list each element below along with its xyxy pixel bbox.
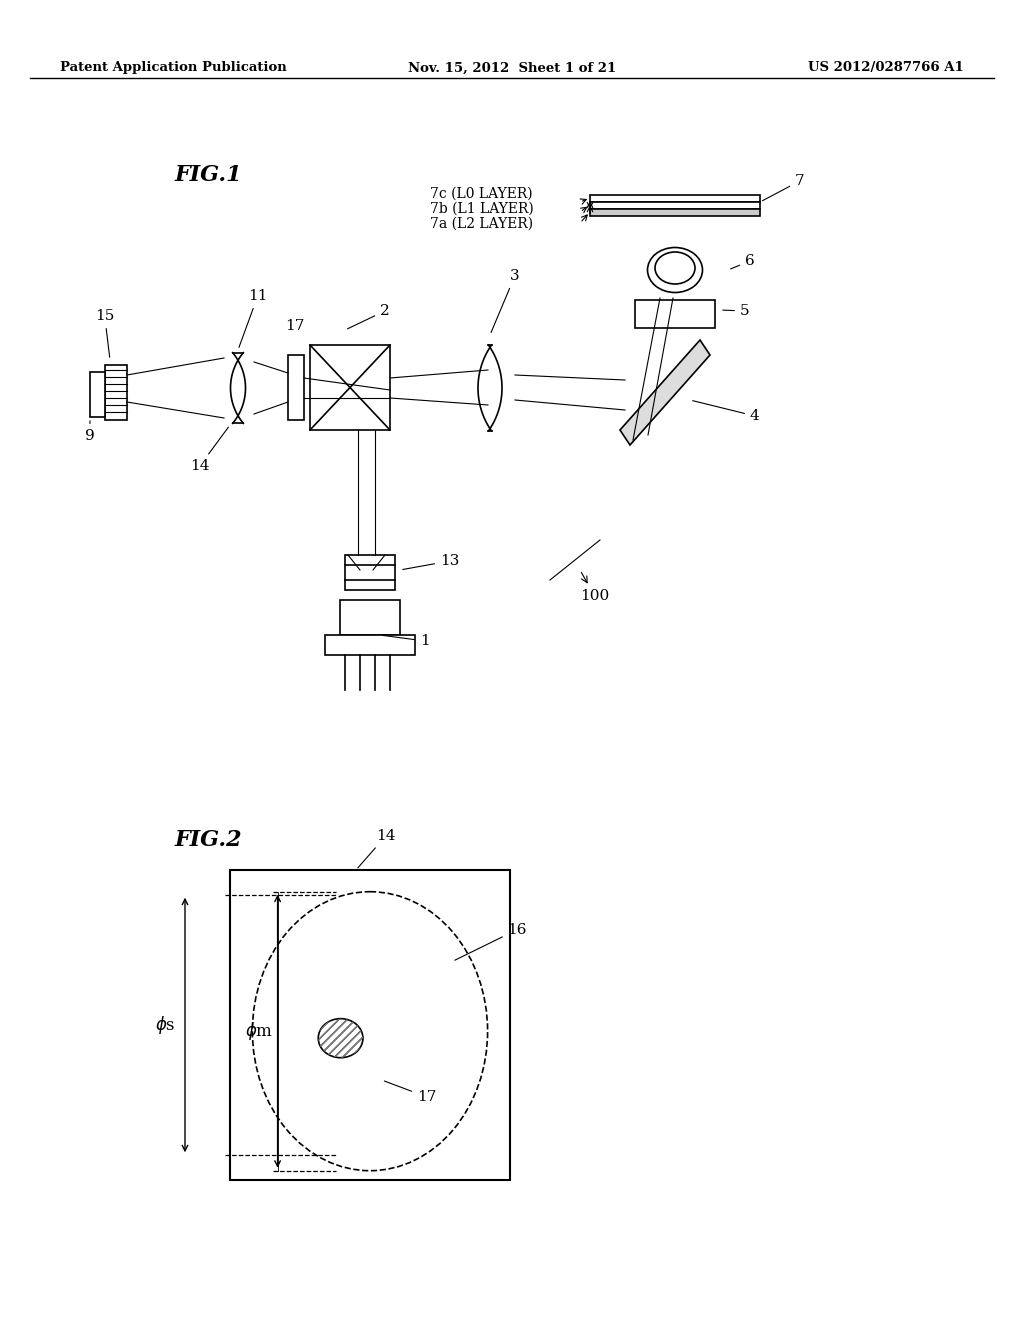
Text: 11: 11 bbox=[239, 289, 267, 347]
Text: 7a (L2 LAYER): 7a (L2 LAYER) bbox=[430, 216, 534, 231]
Text: 13: 13 bbox=[402, 554, 460, 569]
Text: 100: 100 bbox=[580, 573, 609, 603]
Text: 7b (L1 LAYER): 7b (L1 LAYER) bbox=[430, 202, 534, 216]
Bar bbox=[340, 601, 400, 635]
Text: 7: 7 bbox=[763, 174, 805, 201]
Ellipse shape bbox=[647, 248, 702, 293]
Text: 2: 2 bbox=[347, 304, 390, 329]
Text: 16: 16 bbox=[455, 923, 527, 960]
Bar bbox=[230, 870, 510, 1180]
Bar bbox=[105, 366, 127, 420]
Text: 14: 14 bbox=[190, 428, 228, 473]
Text: 4: 4 bbox=[692, 401, 760, 422]
Bar bbox=[90, 372, 105, 417]
Text: $\phi$s: $\phi$s bbox=[155, 1014, 175, 1036]
Text: FIG.2: FIG.2 bbox=[175, 829, 243, 851]
Polygon shape bbox=[620, 341, 710, 445]
Text: 3: 3 bbox=[492, 269, 519, 333]
Bar bbox=[590, 209, 760, 216]
Ellipse shape bbox=[655, 252, 695, 284]
Text: 1: 1 bbox=[383, 634, 430, 648]
Bar bbox=[288, 355, 304, 420]
Text: 14: 14 bbox=[357, 829, 395, 869]
Text: 15: 15 bbox=[95, 309, 115, 358]
Text: $\phi$m: $\phi$m bbox=[246, 1020, 273, 1043]
Text: 5: 5 bbox=[723, 304, 750, 318]
Text: 17: 17 bbox=[286, 319, 305, 333]
Text: 7c (L0 LAYER): 7c (L0 LAYER) bbox=[430, 187, 532, 201]
Bar bbox=[590, 202, 760, 209]
Text: US 2012/0287766 A1: US 2012/0287766 A1 bbox=[808, 62, 964, 74]
Bar bbox=[590, 195, 760, 202]
Text: 17: 17 bbox=[384, 1081, 436, 1104]
Text: 9: 9 bbox=[85, 421, 95, 444]
Bar bbox=[345, 554, 395, 590]
Bar bbox=[325, 635, 415, 655]
Bar bbox=[310, 345, 390, 430]
Text: 6: 6 bbox=[730, 253, 755, 269]
Text: FIG.1: FIG.1 bbox=[175, 164, 243, 186]
Bar bbox=[635, 300, 715, 327]
Text: Nov. 15, 2012  Sheet 1 of 21: Nov. 15, 2012 Sheet 1 of 21 bbox=[408, 62, 616, 74]
Text: Patent Application Publication: Patent Application Publication bbox=[60, 62, 287, 74]
